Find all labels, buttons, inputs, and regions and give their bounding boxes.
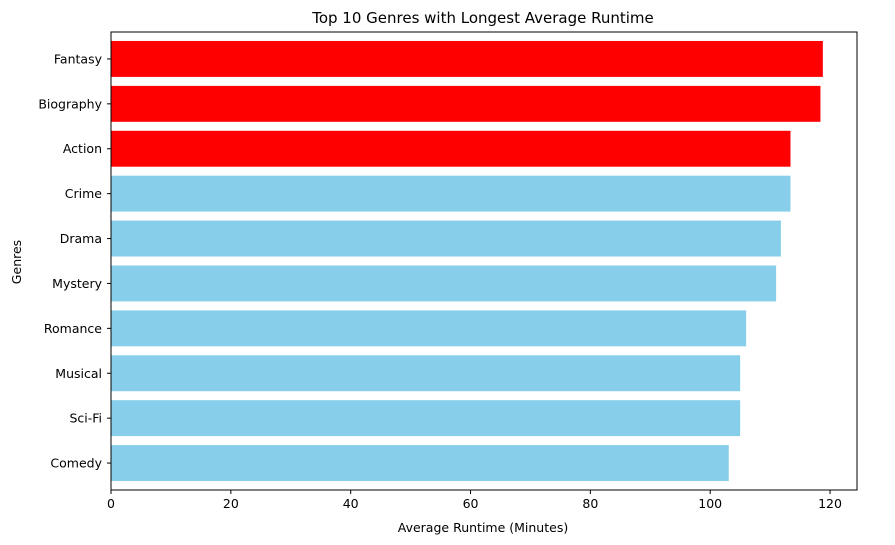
- bar-drama: [111, 220, 781, 257]
- bar-musical: [111, 355, 741, 392]
- y-tick-label: Musical: [55, 366, 102, 381]
- bar-sci-fi: [111, 400, 741, 437]
- x-tick-label: 60: [463, 496, 479, 511]
- bar-mystery: [111, 265, 777, 302]
- x-tick-label: 0: [107, 496, 115, 511]
- bar-fantasy: [111, 40, 823, 77]
- bar-biography: [111, 85, 821, 122]
- x-tick-label: 120: [818, 496, 842, 511]
- x-tick-label: 100: [698, 496, 722, 511]
- y-axis-label: Genres: [9, 240, 24, 284]
- y-tick-label: Action: [63, 141, 102, 156]
- x-tick-label: 20: [223, 496, 239, 511]
- y-tick-label: Comedy: [50, 456, 102, 471]
- plot-area: Fantasy Biography Action Crime Drama Mystery R…: [38, 31, 858, 511]
- y-tick-label: Fantasy: [54, 51, 103, 66]
- y-tick-label: Biography: [38, 96, 102, 111]
- y-tick-label: Sci-Fi: [69, 411, 102, 426]
- x-axis-label: Average Runtime (Minutes): [398, 520, 568, 535]
- bar-comedy: [111, 445, 729, 482]
- bar-action: [111, 130, 791, 167]
- y-tick-label: Romance: [44, 321, 102, 336]
- bar-romance: [111, 310, 747, 347]
- y-tick-label: Drama: [60, 231, 102, 246]
- y-tick-label: Crime: [65, 186, 103, 201]
- bar-crime: [111, 175, 791, 212]
- y-tick-label: Mystery: [52, 276, 102, 291]
- x-tick-label: 40: [343, 496, 359, 511]
- plot-frame: [110, 31, 858, 491]
- x-tick-label: 80: [582, 496, 598, 511]
- chart-title: Top 10 Genres with Longest Average Runti…: [311, 9, 654, 27]
